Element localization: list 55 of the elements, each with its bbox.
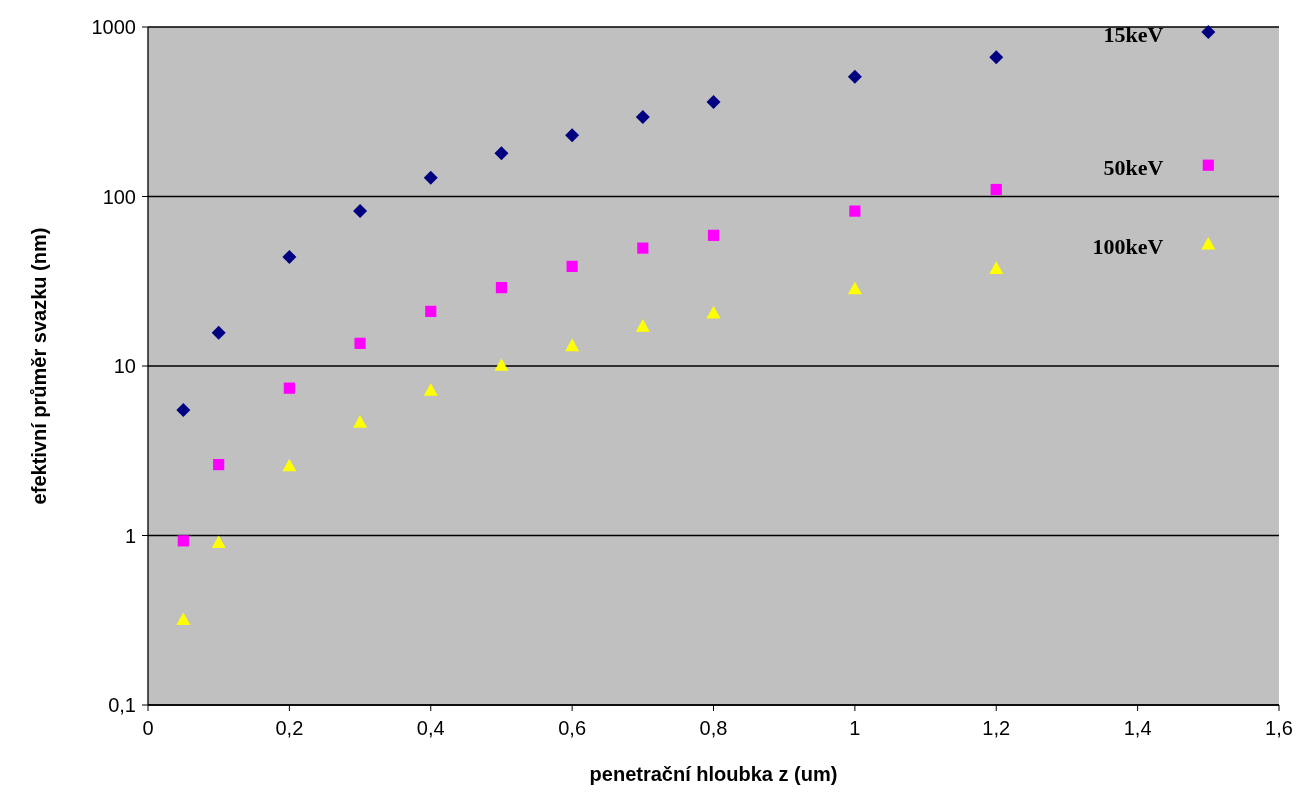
point	[566, 260, 578, 272]
point	[1201, 25, 1216, 40]
x-tick-label: 0,6	[558, 717, 587, 739]
point	[847, 69, 862, 84]
x-axis-title: penetrační hloubka z (um)	[589, 763, 838, 785]
point	[176, 612, 191, 625]
point	[495, 282, 508, 294]
x-tick-label: 0,8	[699, 717, 728, 739]
series-label: 50keV	[1103, 155, 1164, 181]
point	[425, 305, 437, 317]
point	[176, 403, 191, 418]
point	[637, 242, 649, 254]
point	[494, 146, 509, 161]
x-tick-label: 1,4	[1123, 717, 1152, 739]
point	[635, 319, 650, 332]
point	[353, 204, 368, 219]
y-tick-label: 0,1	[108, 694, 136, 716]
point	[565, 338, 580, 352]
series-label: 15keV	[1103, 22, 1164, 48]
point	[847, 281, 862, 295]
point	[177, 535, 189, 547]
point	[211, 535, 226, 549]
point	[423, 170, 438, 185]
point	[706, 95, 721, 109]
point	[849, 205, 861, 217]
x-tick-label: 0,4	[416, 717, 445, 739]
point	[494, 358, 509, 371]
point	[282, 249, 297, 264]
point	[283, 382, 295, 394]
y-tick-label: 10	[113, 355, 136, 377]
point	[989, 261, 1004, 274]
y-tick-label: 100	[102, 185, 136, 208]
point	[1202, 159, 1214, 171]
x-tick-label: 1,2	[982, 717, 1011, 739]
y-axis-title: efektivní průměr svazku (nm)	[28, 227, 50, 505]
y-tick-label: 1	[124, 524, 136, 547]
x-tick-label: 1,6	[1265, 717, 1293, 739]
x-tick-label: 1	[849, 717, 861, 739]
point	[1201, 236, 1216, 250]
point	[354, 337, 366, 349]
y-tick-label: 1000	[91, 16, 136, 38]
point	[989, 50, 1004, 65]
point	[211, 325, 226, 340]
point	[282, 458, 297, 472]
point	[635, 110, 650, 125]
point	[423, 383, 438, 396]
x-tick-label: 0,2	[275, 717, 304, 739]
x-tick-label: 0	[142, 717, 154, 739]
point	[213, 459, 225, 471]
series-label: 100keV	[1092, 233, 1164, 259]
point	[565, 128, 580, 143]
point	[353, 415, 368, 428]
point	[707, 229, 720, 241]
point	[990, 183, 1002, 196]
point	[706, 305, 721, 319]
